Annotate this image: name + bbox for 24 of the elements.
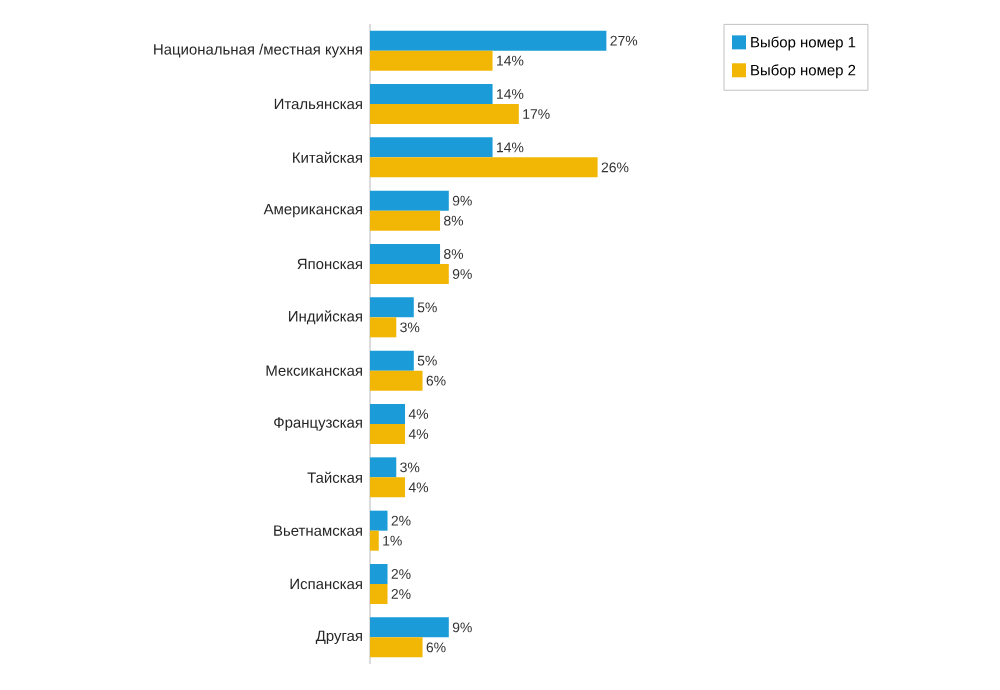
bar — [370, 317, 397, 338]
bar — [370, 404, 406, 425]
bar — [370, 244, 441, 264]
bar — [370, 210, 441, 231]
bar — [370, 157, 598, 178]
bar — [370, 350, 414, 371]
bar — [370, 137, 493, 158]
bar — [370, 564, 388, 585]
bar — [370, 637, 423, 658]
bar — [370, 297, 414, 318]
bar — [370, 264, 449, 284]
bar — [370, 617, 449, 638]
bar — [370, 104, 519, 124]
bar — [370, 50, 493, 71]
bar — [370, 370, 423, 391]
bar — [370, 530, 379, 551]
bar — [370, 457, 397, 478]
bar — [370, 84, 493, 104]
bar — [370, 477, 406, 498]
bar — [370, 584, 388, 605]
bar — [370, 510, 388, 531]
bar — [370, 30, 607, 51]
bar — [370, 190, 449, 211]
bar — [370, 424, 406, 445]
